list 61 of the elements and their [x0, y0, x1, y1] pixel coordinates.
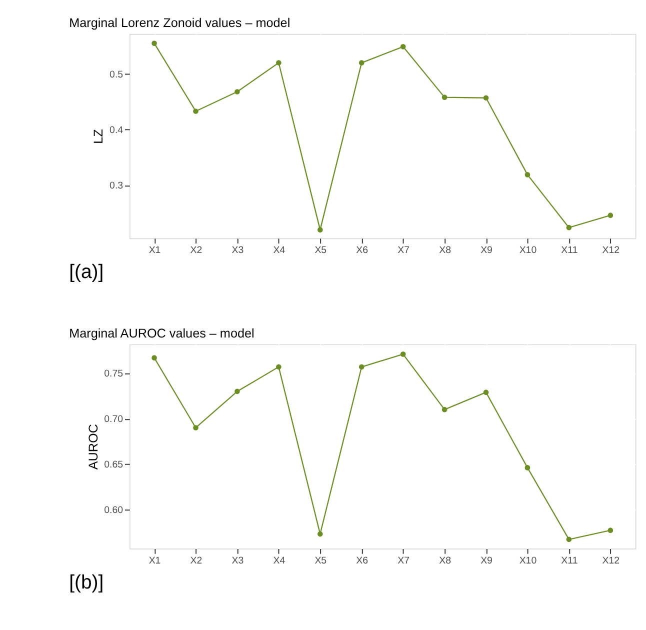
- y-tick-label: 0.60: [104, 504, 124, 516]
- point: [234, 388, 240, 394]
- x-tick-label: X7: [398, 556, 410, 567]
- point: [524, 172, 530, 178]
- x-tick-label: X4: [273, 245, 286, 256]
- point: [234, 89, 240, 94]
- point: [276, 364, 282, 370]
- x-tick-label: X11: [561, 556, 578, 567]
- x-tick-label: X2: [190, 245, 202, 256]
- x-tick-label: X8: [439, 245, 451, 256]
- point: [358, 60, 364, 66]
- x-tick-label: X5: [314, 556, 327, 567]
- y-axis-title: LZ: [92, 128, 106, 144]
- x-tick-label: X9: [480, 556, 492, 567]
- point: [317, 227, 323, 232]
- y-tick-label: 0.5: [110, 69, 124, 80]
- point: [400, 44, 406, 50]
- y-tick-label: 0.75: [104, 368, 124, 380]
- x-tick-label: X10: [519, 556, 538, 567]
- x-tick-label: X12: [602, 245, 620, 256]
- point: [152, 355, 157, 360]
- x-tick-label: X5: [314, 245, 327, 256]
- x-tick-label: X3: [232, 245, 244, 256]
- point: [566, 536, 572, 542]
- x-tick-label: X8: [439, 556, 451, 567]
- x-tick-label: X6: [356, 245, 368, 256]
- point: [358, 364, 364, 370]
- x-tick-label: X10: [519, 245, 538, 256]
- point: [400, 352, 406, 357]
- x-tick-label: X11: [561, 245, 578, 256]
- y-tick-label: 0.70: [104, 414, 124, 426]
- y-tick-label: 0.4: [110, 125, 124, 136]
- chart-title: Marginal AUROC values – model: [69, 326, 254, 340]
- text: [(b)]: [69, 571, 104, 594]
- x-tick-label: X9: [480, 245, 492, 256]
- chart-title: Marginal Lorenz Zonoid values – model: [69, 16, 290, 30]
- x-tick-label: X7: [398, 245, 410, 256]
- point: [276, 60, 282, 66]
- point: [566, 224, 572, 230]
- point: [442, 406, 448, 412]
- y-tick-label: 0.65: [104, 459, 124, 470]
- x-tick-label: X6: [356, 556, 368, 567]
- point: [524, 465, 530, 470]
- point: [483, 390, 489, 395]
- x-tick-label: X2: [190, 556, 202, 567]
- point: [608, 528, 614, 534]
- point: [152, 40, 157, 46]
- point: [193, 425, 198, 430]
- x-tick-label: X3: [232, 556, 244, 567]
- point: [193, 108, 198, 114]
- x-tick-label: X1: [148, 556, 161, 567]
- point: [608, 212, 614, 218]
- x-tick-label: X4: [273, 556, 286, 567]
- point: [483, 95, 489, 101]
- y-axis-title: AUROC: [86, 424, 100, 470]
- point: [442, 94, 448, 100]
- text: [(a)]: [69, 261, 104, 284]
- point: [317, 531, 323, 537]
- x-tick-label: X12: [602, 556, 620, 567]
- x-tick-label: X1: [148, 245, 161, 256]
- y-tick-label: 0.3: [110, 180, 124, 192]
